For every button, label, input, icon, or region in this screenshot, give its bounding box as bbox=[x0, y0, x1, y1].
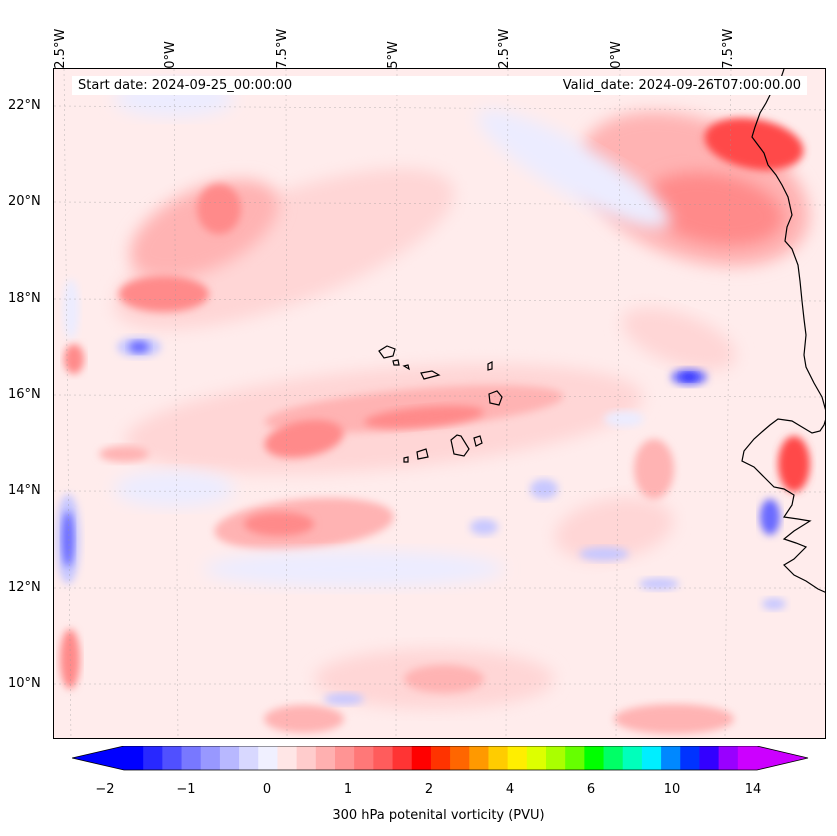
pv-contour-blob bbox=[264, 419, 344, 459]
colorbar-tick: 0 bbox=[262, 782, 272, 797]
colorbar-cell bbox=[680, 746, 700, 770]
colorbar-cell bbox=[584, 746, 605, 770]
lat-label: 10°N bbox=[8, 676, 41, 691]
lat-label: 20°N bbox=[8, 194, 41, 209]
pv-contour-blob bbox=[264, 705, 344, 733]
date-bar: Start date: 2024-09-25_00:00:00 Valid_da… bbox=[72, 76, 807, 95]
pv-contour-blob bbox=[644, 172, 784, 246]
colorbar-cell bbox=[565, 746, 585, 770]
colorbar-cell bbox=[277, 746, 298, 770]
colorbar-cell bbox=[143, 746, 163, 770]
colorbar-cell bbox=[411, 746, 432, 770]
colorbar-cell bbox=[718, 746, 739, 770]
pv-contour-blob bbox=[579, 547, 629, 561]
pv-contour-blob bbox=[554, 497, 674, 561]
pv-contour-blob bbox=[760, 499, 780, 535]
pv-contour-blob bbox=[204, 551, 504, 587]
colorbar-cell bbox=[699, 746, 720, 770]
colorbar-cell bbox=[737, 746, 758, 770]
pv-contour-blob bbox=[129, 341, 149, 353]
colorbar-tick: 1 bbox=[343, 782, 353, 797]
lat-label: 12°N bbox=[8, 580, 41, 595]
pv-contour-blob bbox=[119, 276, 209, 312]
colorbar-tick: −1 bbox=[176, 782, 196, 797]
lat-label: 14°N bbox=[8, 483, 41, 498]
pv-contour-blob bbox=[762, 598, 786, 610]
colorbar-cell bbox=[219, 746, 240, 770]
colorbar-cell bbox=[315, 746, 336, 770]
colorbar-cell bbox=[373, 746, 394, 770]
start-date: Start date: 2024-09-25_00:00:00 bbox=[78, 78, 293, 93]
pv-contour-blob bbox=[621, 307, 737, 371]
colorbar-outline bbox=[72, 746, 809, 771]
coastline bbox=[741, 69, 825, 593]
pv-contour-blob bbox=[64, 344, 84, 374]
islands bbox=[378, 345, 503, 463]
pv-contour-blob bbox=[614, 704, 734, 734]
pv-contour-blob bbox=[324, 693, 364, 705]
colorbar-cell bbox=[507, 746, 528, 770]
colorbar-cell bbox=[200, 746, 221, 770]
pv-contour-blob bbox=[364, 405, 484, 429]
pv-contour-blob bbox=[63, 279, 79, 339]
map-panel bbox=[53, 68, 826, 739]
colorbar-cell bbox=[603, 746, 624, 770]
colorbar-cell bbox=[469, 746, 489, 770]
colorbar-cell bbox=[181, 746, 202, 770]
colorbar-tick: 14 bbox=[744, 782, 762, 797]
pv-contour-blob bbox=[62, 511, 74, 567]
pv-contour-blob bbox=[114, 471, 234, 507]
pv-contour-blob bbox=[129, 179, 279, 279]
pv-contour-blob bbox=[404, 665, 484, 693]
colorbar-cell bbox=[488, 746, 509, 770]
pv-contour-blob bbox=[778, 436, 810, 492]
colorbar-cell bbox=[526, 746, 547, 770]
lat-label: 22°N bbox=[8, 98, 41, 113]
colorbar-tick: 10 bbox=[663, 782, 681, 797]
colorbar-cell bbox=[162, 746, 183, 770]
colorbar-tick: 2 bbox=[424, 782, 434, 797]
pv-contour-blob bbox=[704, 117, 804, 171]
pv-contour-blob bbox=[681, 373, 697, 381]
colorbar-over-arrow bbox=[757, 746, 808, 770]
pv-field-map bbox=[54, 69, 825, 738]
colorbar-cell bbox=[450, 746, 470, 770]
colorbar-cell bbox=[124, 746, 144, 770]
pv-contour-blob bbox=[470, 519, 498, 535]
colorbar-cell bbox=[296, 746, 317, 770]
pv-contour-blob bbox=[477, 109, 671, 229]
valid-date: Valid_date: 2024-09-26T07:00:00.00 bbox=[562, 78, 801, 93]
colorbar-cell bbox=[641, 746, 662, 770]
lat-label: 18°N bbox=[8, 291, 41, 306]
colorbar-cell bbox=[661, 746, 681, 770]
colorbar-cell bbox=[622, 746, 643, 770]
colorbar-cell bbox=[430, 746, 451, 770]
colorbar-tick: 4 bbox=[505, 782, 515, 797]
pv-contour-blob bbox=[197, 184, 241, 234]
gridlines bbox=[54, 69, 825, 738]
colorbar-cell bbox=[239, 746, 259, 770]
colorbar-label: 300 hPa potenital vorticity (PVU) bbox=[332, 808, 545, 823]
colorbar-cell bbox=[335, 746, 355, 770]
pv-contour-blob bbox=[99, 446, 149, 462]
colorbar-cell bbox=[392, 746, 413, 770]
pv-contour-blob bbox=[634, 439, 674, 499]
colorbar bbox=[72, 746, 809, 771]
colorbar-under-arrow bbox=[72, 746, 124, 770]
pv-contour-blob bbox=[639, 578, 679, 590]
colorbar-cell bbox=[546, 746, 566, 770]
colorbar-cell bbox=[258, 746, 278, 770]
colorbar-tick: −2 bbox=[95, 782, 115, 797]
pv-contour-blob bbox=[530, 479, 558, 499]
pv-contour-blob bbox=[604, 411, 644, 427]
pv-contour-blob bbox=[244, 512, 314, 536]
colorbar-cell bbox=[354, 746, 374, 770]
colorbar-tick: 6 bbox=[586, 782, 596, 797]
lat-label: 16°N bbox=[8, 387, 41, 402]
